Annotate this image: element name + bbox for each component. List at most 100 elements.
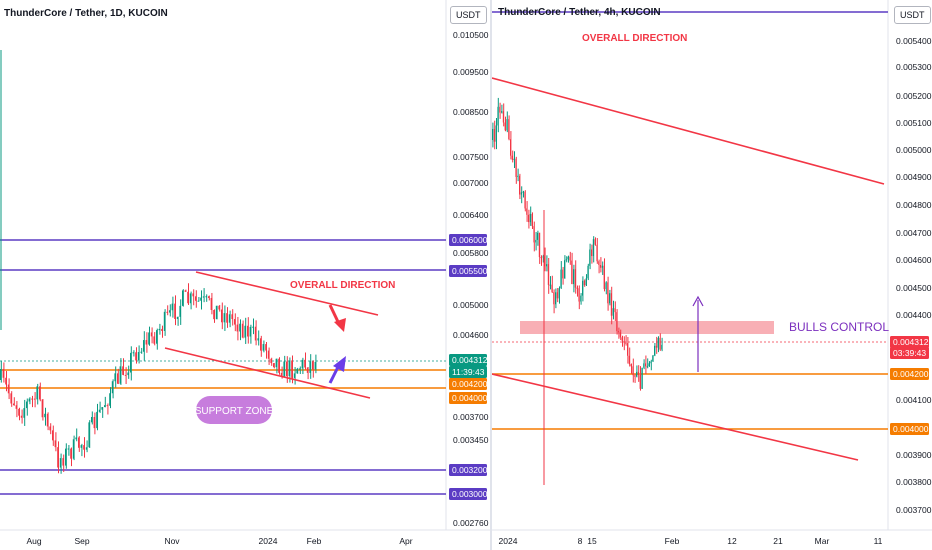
right-candle (526, 208, 528, 215)
left-price-tag-bg (449, 265, 487, 277)
right-candle (502, 111, 504, 123)
right-candle (546, 264, 547, 267)
right-candle (513, 158, 515, 161)
left-candle (78, 437, 80, 448)
right-candle (580, 295, 582, 302)
left-candle (299, 368, 301, 370)
left-x-tick: Nov (164, 536, 180, 546)
left-candle (39, 386, 41, 400)
right-candle (537, 232, 538, 240)
right-candle (650, 361, 652, 364)
right-candle (555, 292, 556, 305)
left-candle (286, 361, 288, 377)
right-candle (630, 364, 632, 367)
panel-divider[interactable] (490, 0, 492, 550)
left-price-tag-bg (449, 464, 487, 476)
left-price-tag: 0.004312 (452, 355, 488, 365)
right-candle (501, 111, 502, 113)
left-candle (31, 398, 33, 400)
right-candle (510, 139, 511, 156)
left-upper-trendline (195, 271, 379, 316)
daily-chart-canvas[interactable]: 0.010500 0.009500 0.008500 0.007500 0.007000… (0, 0, 490, 550)
left-candle (153, 336, 155, 344)
right-candle (607, 282, 609, 304)
left-candle (75, 437, 77, 440)
right-bulls-control-label: BULLS CONTROL (789, 320, 889, 334)
right-upper-trendline (492, 77, 885, 185)
right-candle (511, 155, 513, 161)
4h-chart-canvas[interactable]: 0.005400 0.005300 0.005200 0.005100 0.005000… (492, 0, 932, 550)
left-candle (280, 372, 283, 378)
right-y-tick: 0.004800 (896, 200, 932, 210)
right-y-tick: 0.004700 (896, 228, 932, 238)
left-candle (117, 373, 119, 384)
left-price-tag: 0.004200 (452, 379, 488, 389)
left-candle (20, 415, 23, 418)
right-candle (564, 260, 565, 279)
left-y-tick: 0.003700 (453, 412, 489, 422)
left-price-tag-bg (449, 234, 487, 246)
daily-chart-panel[interactable]: 0.010500 0.009500 0.008500 0.007500 0.007000… (0, 0, 490, 550)
left-candle (197, 300, 200, 302)
left-price-tag: 0.004000 (452, 393, 488, 403)
left-candle (49, 426, 51, 431)
left-candle (226, 313, 228, 323)
right-y-tick: 0.005100 (896, 118, 932, 128)
left-candle (205, 296, 207, 298)
left-candle (182, 290, 184, 306)
right-x-tick: Mar (815, 536, 830, 546)
left-price-tag: 0.006000 (452, 235, 488, 245)
right-candle (609, 293, 610, 304)
right-candle (618, 331, 619, 333)
right-y-tick: 0.005000 (896, 145, 932, 155)
left-candle (176, 316, 179, 319)
right-candle (636, 371, 637, 377)
left-candle (163, 311, 166, 332)
right-candle (549, 284, 551, 286)
right-candle (508, 119, 510, 140)
left-candle (18, 408, 20, 416)
left-candle (179, 305, 181, 317)
right-y-tick: 0.004400 (896, 310, 932, 320)
daily-currency-button[interactable]: USDT (450, 6, 487, 24)
right-candle (587, 265, 589, 279)
4h-currency-button[interactable]: USDT (894, 6, 931, 24)
left-candle (98, 409, 101, 412)
right-candle (623, 340, 625, 343)
left-x-tick: Aug (26, 536, 41, 546)
left-candle (137, 352, 140, 361)
right-overall-direction-label: OVERALL DIRECTION (582, 33, 687, 44)
left-candle (111, 381, 114, 394)
left-candle (150, 332, 153, 337)
left-candle (0, 369, 2, 380)
right-candle (538, 232, 540, 258)
right-candle (582, 280, 583, 296)
right-y-tick: 0.004500 (896, 283, 932, 293)
left-candle (200, 297, 202, 301)
right-x-tick: 21 (773, 536, 783, 546)
4h-chart-panel[interactable]: 0.005400 0.005300 0.005200 0.005100 0.005000… (492, 0, 932, 550)
left-support-zone-bubble (196, 396, 272, 424)
left-candle (145, 340, 148, 345)
right-candle (634, 375, 636, 377)
right-candle (497, 106, 499, 126)
left-candle (275, 358, 278, 368)
right-candle (529, 213, 531, 223)
left-candle (96, 411, 98, 429)
left-candle (44, 413, 46, 418)
left-price-tag-bg (449, 392, 487, 404)
right-candle (571, 260, 573, 285)
left-candle (210, 297, 213, 310)
right-candle (628, 355, 630, 365)
right-candle (610, 293, 612, 316)
right-resistance-zone (520, 321, 774, 334)
left-candle (59, 458, 62, 468)
right-candle (627, 343, 628, 356)
left-candle (104, 405, 106, 408)
4h-chart-title: ThunderCore / Tether, 4h, KUCOIN (498, 7, 661, 18)
left-overall-direction-label: OVERALL DIRECTION (290, 280, 395, 291)
right-candle (659, 337, 661, 350)
right-candle (601, 265, 603, 268)
left-candle (10, 393, 12, 404)
right-candle (637, 371, 639, 376)
